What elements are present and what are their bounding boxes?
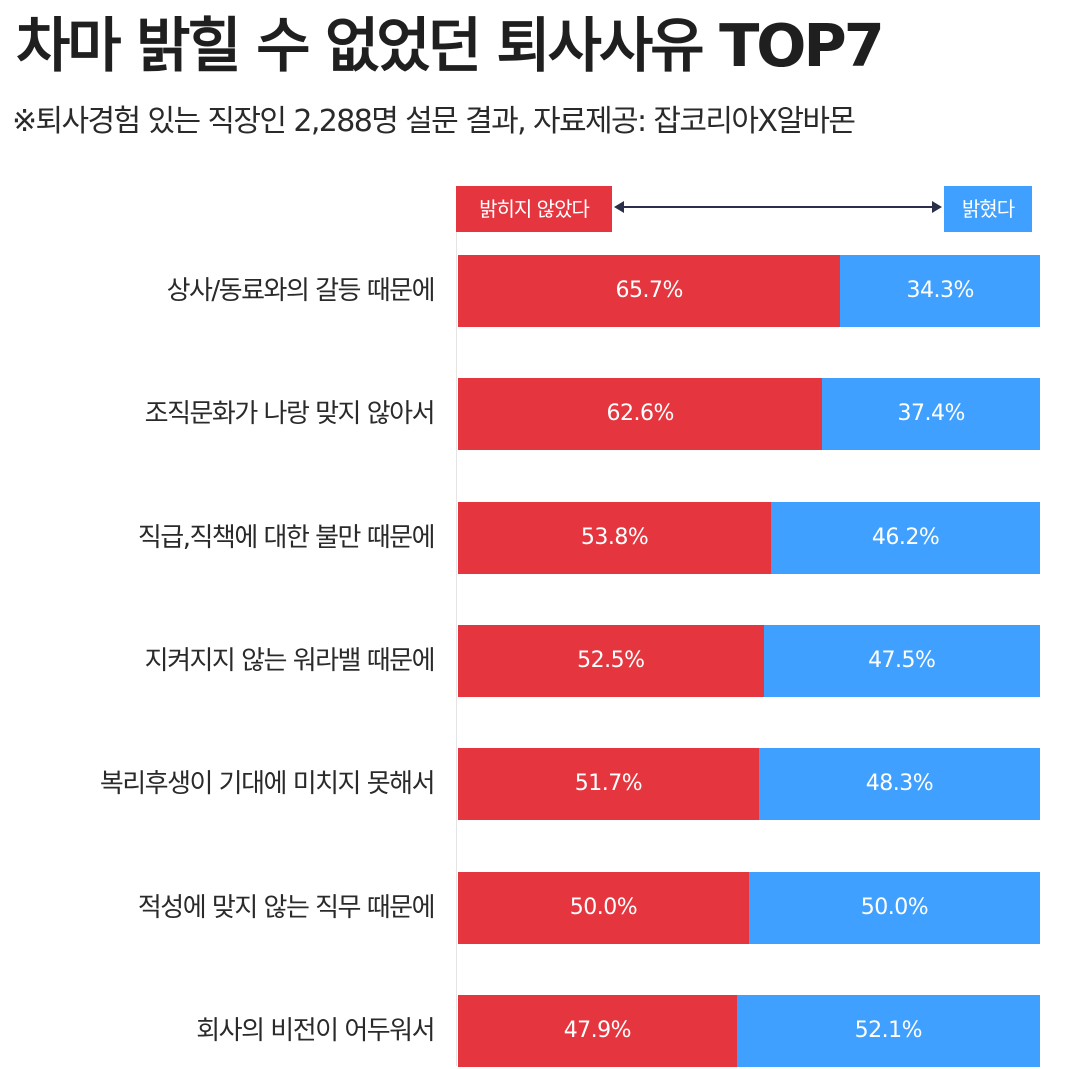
bar-revealed: 52.1% bbox=[736, 995, 1040, 1067]
axis-line bbox=[456, 230, 457, 1066]
bar-hidden: 50.0% bbox=[458, 872, 749, 944]
bar-revealed: 37.4% bbox=[822, 378, 1040, 450]
bar-row: 52.5% 47.5% bbox=[458, 625, 1040, 697]
bar-revealed: 46.2% bbox=[771, 502, 1040, 574]
bar-hidden: 53.8% bbox=[458, 502, 772, 574]
legend-revealed: 밝혔다 bbox=[944, 186, 1032, 232]
category-label: 지켜지지 않는 워라밸 때문에 bbox=[144, 646, 436, 676]
double-arrow-icon bbox=[614, 201, 942, 213]
bar-hidden: 52.5% bbox=[458, 625, 764, 697]
bar-row: 62.6% 37.4% bbox=[458, 378, 1040, 450]
category-label: 회사의 비전이 어두워서 bbox=[196, 1016, 435, 1046]
bar-revealed: 48.3% bbox=[758, 748, 1040, 820]
bar-row: 47.9% 52.1% bbox=[458, 995, 1040, 1067]
legend-hidden: 밝히지 않았다 bbox=[456, 186, 612, 232]
bar-row: 50.0% 50.0% bbox=[458, 872, 1040, 944]
page-subtitle: ※퇴사경험 있는 직장인 2,288명 설문 결과, 자료제공: 잡코리아X알바… bbox=[12, 104, 856, 139]
bar-hidden: 47.9% bbox=[458, 995, 737, 1067]
bar-hidden: 65.7% bbox=[458, 255, 841, 327]
category-label: 직급,직책에 대한 불만 때문에 bbox=[137, 523, 436, 553]
bar-revealed: 50.0% bbox=[749, 872, 1040, 944]
bar-row: 53.8% 46.2% bbox=[458, 502, 1040, 574]
category-label: 조직문화가 나랑 맞지 않아서 bbox=[144, 399, 436, 429]
bar-hidden: 62.6% bbox=[458, 378, 823, 450]
bar-row: 65.7% 34.3% bbox=[458, 255, 1040, 327]
bar-revealed: 34.3% bbox=[840, 255, 1040, 327]
bar-row: 51.7% 48.3% bbox=[458, 748, 1040, 820]
category-label: 상사/동료와의 갈등 때문에 bbox=[166, 276, 436, 306]
category-label: 복리후생이 기대에 미치지 못해서 bbox=[99, 769, 436, 799]
category-label: 적성에 맞지 않는 직무 때문에 bbox=[137, 893, 436, 923]
bar-revealed: 47.5% bbox=[763, 625, 1040, 697]
bar-hidden: 51.7% bbox=[458, 748, 759, 820]
page-title: 차마 밝힐 수 없었던 퇴사사유 TOP7 bbox=[16, 11, 885, 80]
